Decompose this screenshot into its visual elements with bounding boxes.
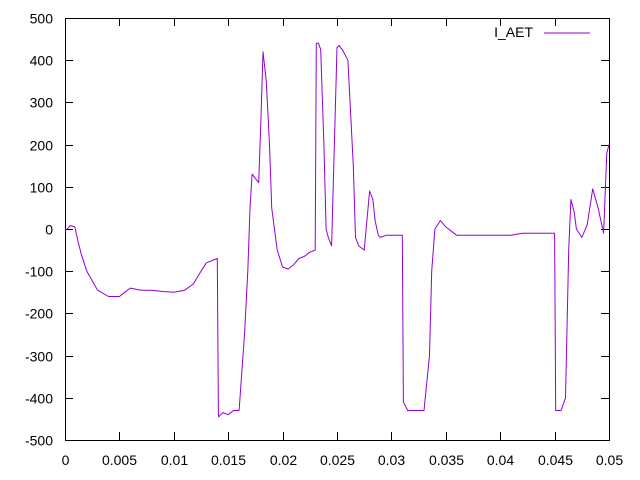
x-tick-label: 0.03	[378, 452, 405, 468]
y-tick-label: -100	[25, 264, 53, 280]
x-tick-label: 0.015	[211, 452, 246, 468]
y-tick-label: -400	[25, 391, 53, 407]
y-axis: -500 -400 -300 -200 -100 0 100 200 300 400 500	[25, 11, 609, 449]
x-tick-label: 0.035	[429, 452, 464, 468]
y-tick-label: -200	[25, 306, 53, 322]
y-tick-label: -300	[25, 349, 53, 365]
x-tick-label: 0.025	[320, 452, 355, 468]
y-tick-label: 400	[30, 53, 54, 69]
legend: I_AET	[494, 24, 590, 40]
y-tick-label: 300	[30, 95, 54, 111]
x-tick-label: 0	[62, 452, 70, 468]
series-line-i-aet	[64, 42, 610, 418]
plot-frame	[65, 18, 610, 441]
x-tick-label: 0.045	[538, 452, 573, 468]
x-axis: 0 0.005 0.01 0.015 0.02 0.025 0.03 0.035 0.04 0.0…	[62, 18, 623, 468]
legend-label-i-aet: I_AET	[494, 24, 533, 40]
y-tick-label: 100	[30, 180, 54, 196]
y-tick-label: -500	[25, 433, 53, 449]
x-tick-label: 0.01	[161, 452, 188, 468]
y-tick-label: 500	[30, 11, 54, 27]
x-tick-label: 0.02	[270, 452, 297, 468]
y-tick-label: 0	[45, 222, 53, 238]
x-tick-label: 0.05	[596, 452, 623, 468]
y-tick-label: 200	[30, 138, 54, 154]
x-tick-label: 0.005	[102, 452, 137, 468]
x-tick-label: 0.04	[487, 452, 514, 468]
